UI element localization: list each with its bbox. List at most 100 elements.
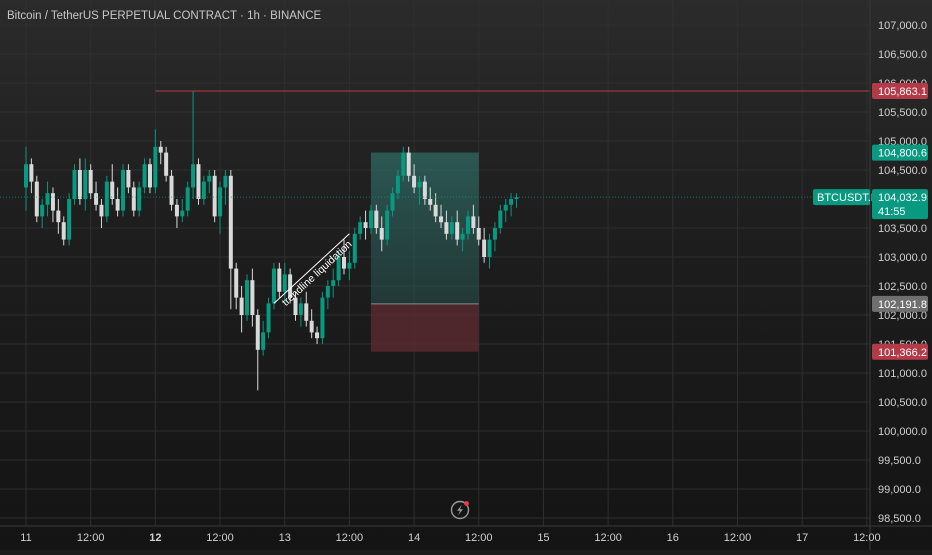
candle-body xyxy=(492,228,497,240)
candle-body xyxy=(325,286,330,298)
symbol-tag-bg xyxy=(813,189,870,206)
time-tick-label: 12:00 xyxy=(465,532,493,544)
candle-body xyxy=(358,222,363,234)
candle-body xyxy=(336,257,341,281)
candle-body xyxy=(56,210,61,223)
loss-zone[interactable] xyxy=(370,303,479,352)
trendline[interactable] xyxy=(273,233,350,304)
candle-body xyxy=(352,233,357,263)
candle-body xyxy=(498,210,503,228)
candle-body xyxy=(147,164,152,188)
candle-body xyxy=(293,297,298,315)
time-tick-label: 12:00 xyxy=(724,532,752,544)
bar-countdown: 41:55 xyxy=(878,206,906,218)
candle-body xyxy=(250,280,255,315)
candle-body xyxy=(412,175,417,188)
candle-body xyxy=(99,204,104,217)
candle-body xyxy=(342,257,347,269)
candle-body xyxy=(304,303,309,321)
trendline-label: trendline liquidation xyxy=(280,238,355,308)
line-price-tag-bg xyxy=(872,82,928,99)
candle-body xyxy=(266,303,271,333)
candle-body xyxy=(104,181,109,217)
candle-body xyxy=(261,332,266,350)
price-tick-label: 99,000.0 xyxy=(878,484,921,496)
candle-body xyxy=(201,181,206,199)
price-tick-label: 101,000.0 xyxy=(878,368,927,380)
current-price-tag-bg xyxy=(872,189,928,220)
candle-body xyxy=(395,175,400,194)
time-tick-label: 12:00 xyxy=(336,532,364,544)
candle-body xyxy=(50,193,55,211)
candle-body xyxy=(390,193,395,211)
candle-body xyxy=(126,170,131,188)
time-tick-label: 12:00 xyxy=(77,532,105,544)
candle-body xyxy=(137,187,142,211)
candle-body xyxy=(234,268,239,298)
time-tick-label: 17 xyxy=(796,532,808,544)
candle-body xyxy=(29,164,34,182)
candle-body xyxy=(185,187,190,211)
candle-body xyxy=(368,210,373,228)
lightning-icon[interactable] xyxy=(450,500,470,520)
time-tick-label: 12:00 xyxy=(594,532,622,544)
candle-body xyxy=(514,197,519,199)
candle-body xyxy=(45,193,50,205)
candle-body xyxy=(169,175,174,205)
price-tick-label: 100,500.0 xyxy=(878,397,927,409)
candle-body xyxy=(223,175,228,188)
current-price-tag: 104,032.9 xyxy=(878,192,927,204)
candle-body xyxy=(164,152,169,176)
candle-body xyxy=(212,175,217,217)
candle-body xyxy=(271,268,276,304)
candle-body xyxy=(309,320,314,333)
time-tick-label: 12:00 xyxy=(206,532,234,544)
candle-body xyxy=(277,268,282,292)
candle-body xyxy=(471,216,476,228)
candle-body xyxy=(363,222,368,228)
candle-body xyxy=(88,170,93,194)
candle-body xyxy=(401,152,406,176)
candle-body xyxy=(509,199,514,205)
time-tick-label: 16 xyxy=(667,532,679,544)
price-tick-label: 107,000.0 xyxy=(878,20,927,32)
symbol-tag: BTCUSDT.P xyxy=(817,192,878,204)
candle-body xyxy=(191,164,196,188)
chart-title: Bitcoin / TetherUS PERPETUAL CONTRACT · … xyxy=(7,10,322,22)
candle-body xyxy=(239,297,244,315)
candle-body xyxy=(244,280,249,315)
time-tick-label: 15 xyxy=(537,532,549,544)
stop-price-tag: 101,366.2 xyxy=(878,347,927,359)
time-axis[interactable]: 11 12:00 12 12:00 13 12:00 14 12:00 15 12:00 16 12:… xyxy=(20,532,880,544)
candle-body xyxy=(34,181,39,217)
candle-body xyxy=(482,239,487,257)
candle-body xyxy=(153,146,158,188)
entry-price-tag-bg xyxy=(872,295,928,312)
candles xyxy=(24,90,519,391)
candle-body xyxy=(67,199,72,240)
time-tick-label: 13 xyxy=(279,532,291,544)
candle-body xyxy=(180,210,185,217)
candle-body xyxy=(158,146,163,153)
price-tick-label: 103,500.0 xyxy=(878,223,927,235)
entry-price-tag: 102,191.8 xyxy=(878,299,927,311)
time-tick-label: 12:00 xyxy=(853,532,881,544)
candle-body xyxy=(444,222,449,234)
candle-body xyxy=(460,233,465,240)
target-price-tag: 104,800.6 xyxy=(878,148,927,160)
price-tick-label: 99,500.0 xyxy=(878,455,921,467)
trendline-annotation: trendline liquidation xyxy=(273,233,355,309)
candle-body xyxy=(255,315,260,350)
price-tick-label: 100,000.0 xyxy=(878,426,927,438)
stop-price-tag-bg xyxy=(872,343,928,360)
candle-body xyxy=(433,204,438,217)
candle-body xyxy=(110,181,115,199)
candle-body xyxy=(298,303,303,315)
candle-body xyxy=(422,181,427,199)
price-tick-label: 105,500.0 xyxy=(878,107,927,119)
candle-body xyxy=(487,239,492,257)
candle-body xyxy=(207,175,212,182)
candle-body xyxy=(320,297,325,339)
